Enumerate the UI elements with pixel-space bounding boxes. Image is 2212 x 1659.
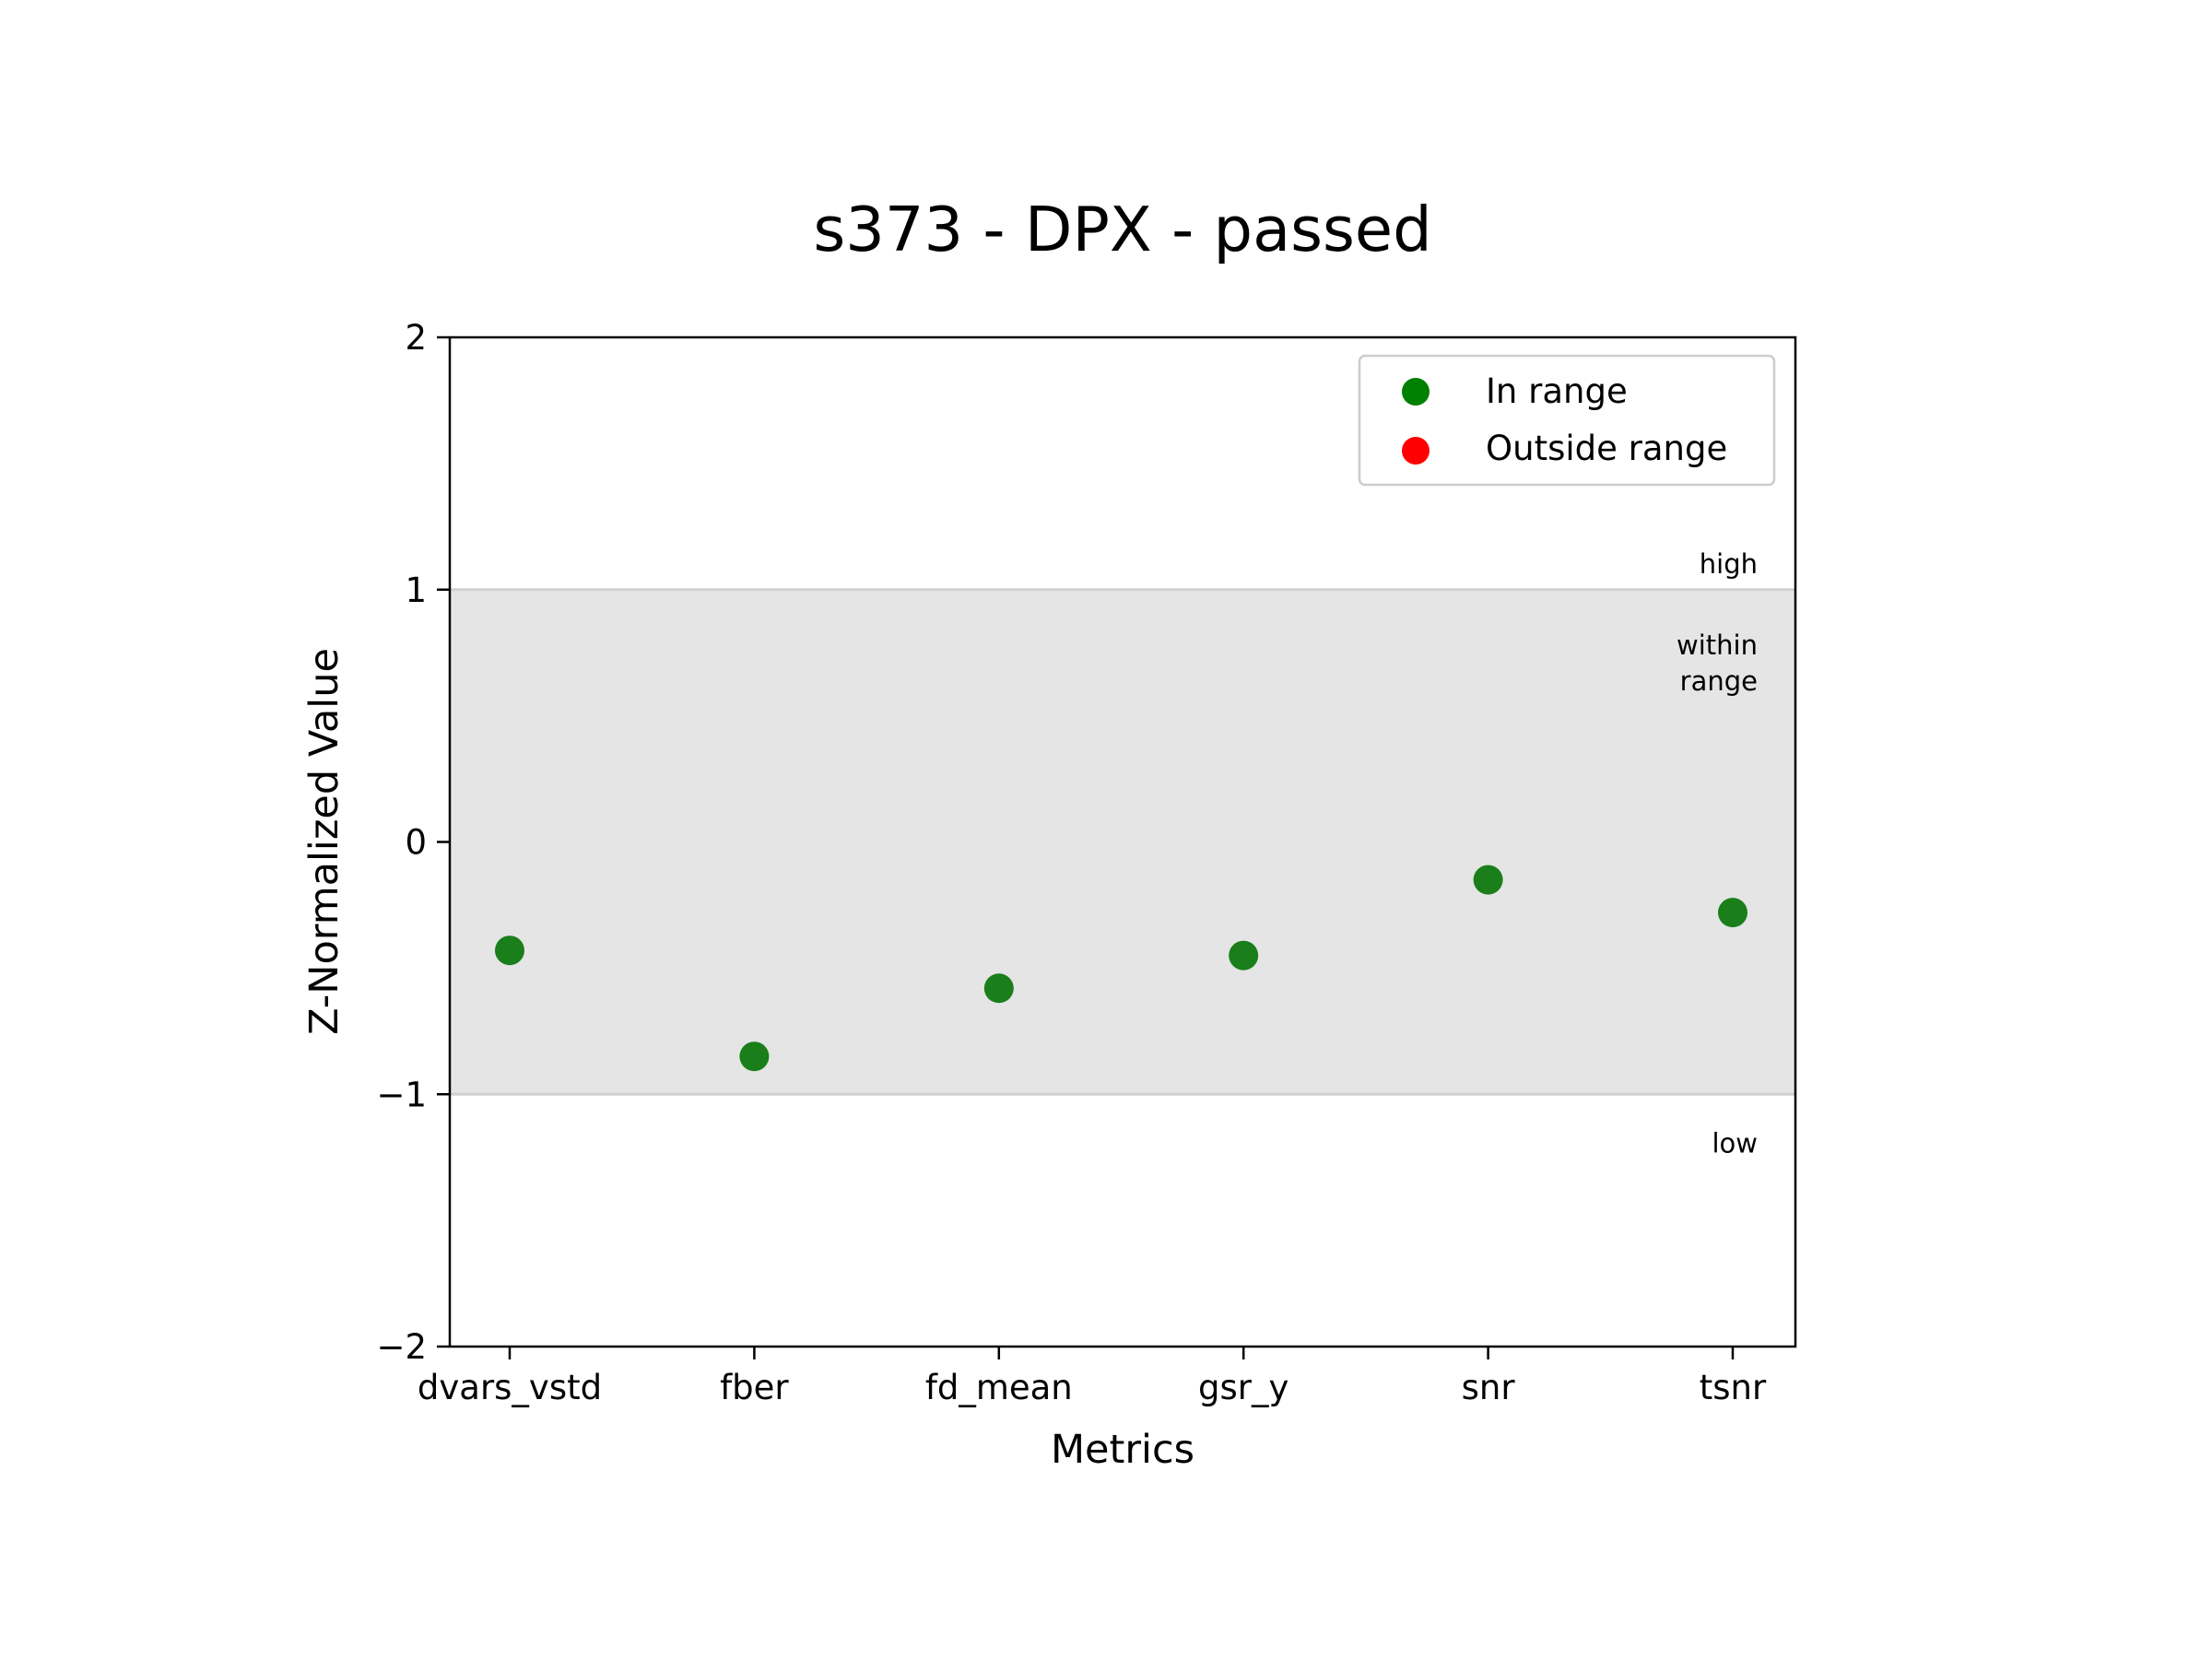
band-label-high: high — [1700, 548, 1758, 580]
legend: In range Outside range — [1358, 354, 1776, 487]
chart-title: s373 - DPX - passed — [813, 194, 1431, 265]
band-label-within-line1: within — [1677, 629, 1758, 661]
y-axis-label: Z-Normalized Value — [301, 648, 347, 1035]
x-tick-label: gsr_y — [1198, 1368, 1288, 1407]
x-tick-label: tsnr — [1700, 1368, 1767, 1407]
legend-box — [1358, 354, 1776, 487]
data-point — [983, 973, 1014, 1004]
data-point — [495, 935, 524, 966]
y-tick-label: 1 — [405, 571, 427, 610]
y-tick-label: 0 — [405, 823, 427, 863]
data-point — [1718, 898, 1747, 928]
legend-label-outside-range: Outside range — [1486, 429, 1727, 468]
data-point — [739, 1041, 770, 1072]
legend-marker-outside-range — [1402, 437, 1430, 465]
within-range-band — [450, 589, 1795, 1095]
legend-label-in-range: In range — [1486, 371, 1628, 411]
x-tick-label: snr — [1462, 1368, 1516, 1407]
band-label-low: low — [1712, 1127, 1758, 1159]
data-point — [1229, 940, 1259, 971]
band-label-within-line2: range — [1680, 665, 1758, 697]
y-tick-label: −1 — [376, 1075, 427, 1114]
legend-marker-in-range — [1402, 378, 1430, 406]
x-tick-label: dvars_vstd — [418, 1368, 602, 1407]
y-tick-label: −2 — [376, 1327, 427, 1367]
plot-area-frame — [448, 335, 1797, 1348]
x-tick-label: fd_mean — [925, 1368, 1073, 1407]
data-point — [1473, 865, 1503, 895]
y-tick-label: 2 — [405, 318, 427, 358]
x-tick-label: fber — [720, 1368, 789, 1407]
x-axis-label: Metrics — [1051, 1427, 1194, 1473]
